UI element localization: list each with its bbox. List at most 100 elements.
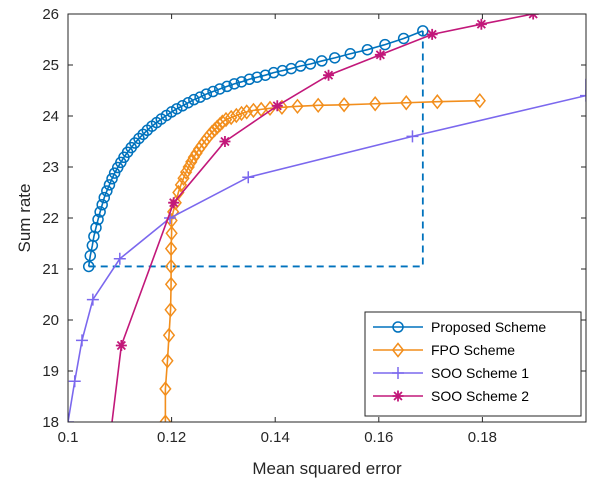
data-point — [235, 76, 248, 88]
x-tick-label: 0.12 — [157, 429, 186, 446]
data-point — [164, 302, 177, 318]
data-point — [185, 154, 198, 170]
data-point — [106, 172, 118, 185]
y-tick-label: 24 — [42, 108, 59, 125]
data-point — [168, 197, 180, 209]
data-point — [475, 18, 487, 30]
data-point — [207, 85, 219, 98]
data-point — [182, 96, 194, 109]
data-point — [90, 221, 102, 234]
data-point — [329, 52, 341, 64]
data-point — [431, 94, 444, 110]
data-point — [323, 69, 335, 81]
data-point — [259, 69, 272, 81]
data-point — [82, 260, 95, 273]
series-line — [111, 14, 534, 422]
data-point — [187, 149, 201, 166]
data-point — [242, 171, 255, 184]
data-point — [400, 95, 413, 111]
data-point — [304, 58, 317, 70]
data-point — [337, 97, 351, 113]
y-tick-label: 25 — [42, 57, 59, 74]
data-point — [243, 73, 256, 86]
legend-marker — [392, 390, 404, 402]
data-point — [159, 414, 172, 422]
legend-entry: SOO Scheme 1 — [373, 365, 529, 381]
data-point — [397, 32, 410, 45]
data-point — [164, 240, 178, 257]
data-point — [182, 159, 195, 175]
data-point — [214, 83, 226, 95]
data-point — [228, 78, 241, 90]
data-point — [211, 119, 224, 135]
data-point — [113, 252, 126, 265]
y-tick-label: 18 — [42, 414, 59, 431]
data-point — [133, 132, 145, 145]
data-point — [137, 128, 149, 141]
data-point — [194, 91, 206, 103]
data-point — [291, 98, 304, 115]
legend-marker — [392, 321, 404, 333]
y-tick-label: 26 — [42, 6, 59, 23]
data-point — [208, 122, 221, 138]
series-line — [87, 30, 424, 267]
data-point — [230, 107, 243, 124]
data-point — [426, 28, 438, 40]
data-point — [369, 96, 382, 112]
annotation-dashed-bracket — [88, 30, 424, 268]
data-point — [96, 198, 108, 211]
y-tick-label: 22 — [42, 210, 59, 227]
y-axis-title: Sum rate — [15, 184, 34, 253]
data-point — [101, 185, 113, 197]
data-point — [75, 334, 88, 347]
data-point — [271, 100, 283, 112]
data-point — [176, 100, 189, 112]
legend-label: SOO Scheme 2 — [431, 388, 529, 404]
y-tick-label: 21 — [42, 261, 59, 278]
y-tick-label: 20 — [42, 312, 59, 329]
data-point — [219, 136, 231, 147]
data-point — [115, 340, 127, 351]
data-point — [200, 88, 213, 100]
data-point — [108, 167, 121, 179]
data-point — [88, 230, 100, 243]
data-point — [221, 80, 233, 93]
data-point — [219, 111, 233, 128]
data-point — [406, 130, 419, 143]
data-point — [379, 38, 391, 51]
data-point — [361, 43, 374, 56]
data-point — [165, 225, 178, 242]
data-point — [205, 124, 219, 141]
data-point — [159, 381, 172, 397]
data-point — [86, 293, 99, 306]
x-tick-label: 0.18 — [468, 429, 497, 446]
legend-marker — [392, 367, 404, 379]
data-point — [171, 103, 183, 115]
data-point — [225, 109, 238, 126]
data-point — [344, 48, 357, 60]
x-tick-label: 0.14 — [261, 429, 290, 446]
x-tick-label: 0.1 — [58, 429, 79, 446]
legend-label: SOO Scheme 1 — [431, 365, 529, 381]
legend-entry: FPO Scheme — [373, 342, 515, 358]
legend-marker — [391, 342, 405, 358]
series-3 — [68, 78, 586, 422]
data-point — [374, 49, 386, 61]
data-point — [98, 191, 111, 204]
axes-layer: 0.1 0.12 0.14 0.16 0.18 18 19 20 21 22 23 24 25 26 Mea… — [15, 6, 587, 478]
x-tick-label: 0.16 — [364, 429, 393, 446]
plot-layer — [68, 14, 586, 422]
data-point — [164, 258, 178, 275]
data-point — [312, 97, 325, 113]
data-point — [179, 164, 193, 180]
data-point — [188, 93, 200, 106]
data-point — [177, 170, 190, 186]
data-point — [162, 327, 176, 344]
legend-label: Proposed Scheme — [431, 319, 546, 335]
data-point — [92, 213, 104, 226]
data-point — [94, 206, 106, 218]
data-point — [251, 71, 263, 83]
legend: Proposed Scheme FPO Scheme SOO Scheme 1 SOO… — [364, 311, 582, 417]
y-tick-label: 23 — [42, 159, 59, 176]
